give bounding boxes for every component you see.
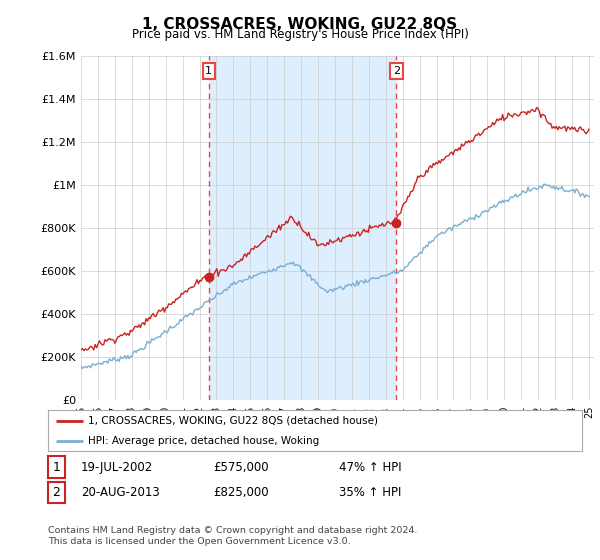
Text: 1: 1	[52, 460, 61, 474]
Bar	[209, 56, 397, 400]
Text: 2: 2	[52, 486, 61, 499]
Text: 47% ↑ HPI: 47% ↑ HPI	[339, 460, 401, 474]
Text: £575,000: £575,000	[213, 460, 269, 474]
Text: 19-JUL-2002: 19-JUL-2002	[81, 460, 153, 474]
Text: 2: 2	[393, 66, 400, 76]
Text: 1, CROSSACRES, WOKING, GU22 8QS: 1, CROSSACRES, WOKING, GU22 8QS	[142, 17, 458, 32]
Text: £825,000: £825,000	[213, 486, 269, 499]
Text: Price paid vs. HM Land Registry's House Price Index (HPI): Price paid vs. HM Land Registry's House …	[131, 28, 469, 41]
Text: 1: 1	[205, 66, 212, 76]
Text: 1, CROSSACRES, WOKING, GU22 8QS (detached house): 1, CROSSACRES, WOKING, GU22 8QS (detache…	[88, 416, 378, 426]
Text: 35% ↑ HPI: 35% ↑ HPI	[339, 486, 401, 499]
Text: HPI: Average price, detached house, Woking: HPI: Average price, detached house, Woki…	[88, 436, 319, 446]
Text: Contains HM Land Registry data © Crown copyright and database right 2024.
This d: Contains HM Land Registry data © Crown c…	[48, 526, 418, 546]
Text: 20-AUG-2013: 20-AUG-2013	[81, 486, 160, 499]
